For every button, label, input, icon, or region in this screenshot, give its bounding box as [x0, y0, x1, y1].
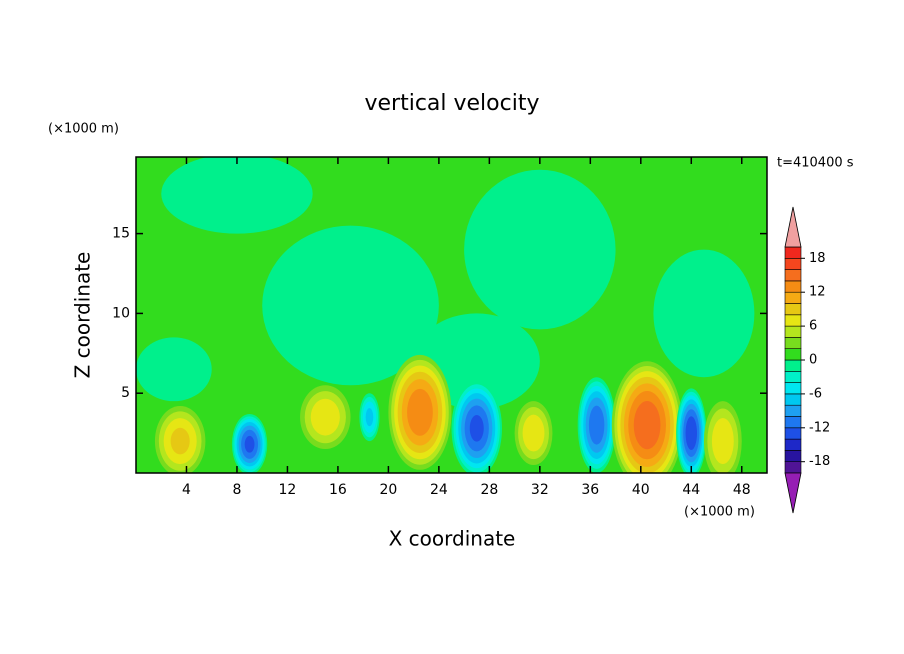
contour-region — [407, 388, 433, 436]
x-tick-label: 4 — [182, 482, 191, 498]
x-tick-label: 36 — [581, 482, 599, 498]
y-tick-label: 10 — [112, 305, 130, 321]
contour-region — [685, 416, 698, 450]
x-tick-label: 28 — [480, 482, 498, 498]
colorbar-tick-label: -6 — [809, 386, 822, 401]
colorbar-tick-label: 0 — [809, 353, 817, 368]
colorbar-box — [784, 359, 802, 372]
colorbar-box — [784, 246, 802, 259]
colorbar-box — [784, 370, 802, 383]
colorbar-box — [784, 416, 802, 429]
colorbar-tick-label: -12 — [809, 420, 830, 435]
contour-region — [244, 435, 255, 453]
x-tick-label: 8 — [232, 482, 241, 498]
colorbar-box — [784, 393, 802, 406]
colorbar-under — [784, 472, 802, 514]
plot-frame — [135, 156, 768, 474]
contour-region — [653, 249, 755, 378]
colorbar-box — [784, 325, 802, 338]
colorbar-box — [784, 450, 802, 462]
x-tick-label: 20 — [379, 482, 397, 498]
contour-region — [711, 418, 734, 465]
x-tick-label: 44 — [682, 482, 700, 498]
colorbar-tick-label: 6 — [809, 319, 817, 334]
colorbar-box — [784, 280, 802, 293]
colorbar-box — [784, 427, 802, 440]
x-tick-label: 48 — [733, 482, 751, 498]
chart-title: vertical velocity — [364, 91, 539, 116]
x-tick-label: 24 — [430, 482, 448, 498]
contour-region — [310, 398, 340, 436]
contour-region — [464, 169, 616, 330]
y-tick-label: 15 — [112, 226, 130, 242]
contour-region — [365, 408, 374, 427]
colorbar-tick-label: 18 — [809, 251, 826, 266]
x-tick-label: 12 — [279, 482, 297, 498]
y-axis-label: Z coordinate — [71, 252, 95, 379]
contour-field — [136, 157, 767, 473]
contour-region — [262, 225, 439, 386]
contour-region — [170, 427, 190, 455]
x-unit: (×1000 m) — [684, 505, 755, 520]
colorbar-box — [784, 348, 802, 361]
contour-region — [469, 415, 484, 442]
colorbar-box — [784, 291, 802, 304]
contour-region — [588, 405, 605, 445]
x-tick-label: 32 — [531, 482, 549, 498]
time-label: t=410400 s — [777, 156, 854, 171]
contour-region — [633, 400, 661, 450]
x-tick-label: 16 — [329, 482, 347, 498]
contour-region — [136, 337, 212, 402]
colorbar-box — [784, 337, 802, 349]
colorbar-box — [784, 461, 802, 474]
x-tick-label: 40 — [632, 482, 650, 498]
x-axis-label: X coordinate — [389, 527, 516, 551]
colorbar-box — [784, 269, 802, 282]
contour-region — [522, 414, 545, 452]
y-tick-label: 5 — [121, 385, 130, 401]
colorbar-tick-label: -18 — [809, 454, 830, 469]
colorbar-box — [784, 257, 802, 270]
colorbar-over — [784, 206, 802, 248]
colorbar-box — [784, 303, 802, 316]
y-unit: (×1000 m) — [48, 122, 119, 137]
colorbar-tick-label: 12 — [809, 285, 826, 300]
colorbar-box — [784, 438, 802, 451]
colorbar-box — [784, 314, 802, 327]
colorbar-box — [784, 382, 802, 395]
colorbar-box — [784, 404, 802, 417]
contour-region — [161, 157, 313, 234]
